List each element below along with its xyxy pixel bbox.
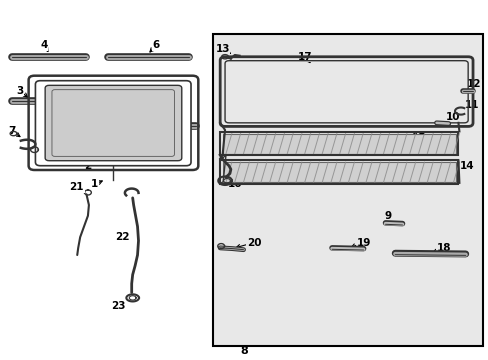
Text: 11: 11 [464, 100, 478, 110]
Text: 5: 5 [158, 112, 165, 122]
Text: 6: 6 [152, 40, 159, 50]
Text: 2: 2 [84, 161, 91, 171]
Text: 17: 17 [297, 52, 312, 62]
Text: 3: 3 [16, 86, 23, 96]
Bar [222, 162, 455, 182]
Text: 22: 22 [115, 232, 129, 242]
Bar [220, 160, 458, 184]
Bar [222, 134, 455, 154]
Text: 4: 4 [41, 40, 48, 50]
Text: 21: 21 [69, 182, 84, 192]
Bar [220, 132, 458, 155]
FancyBboxPatch shape [45, 85, 182, 161]
Text: 15: 15 [410, 133, 425, 143]
Text: 7: 7 [8, 126, 16, 136]
Text: 14: 14 [459, 161, 473, 171]
Text: 8: 8 [240, 346, 248, 356]
Text: 18: 18 [436, 243, 450, 253]
Bar [212, 33, 482, 346]
Text: 1: 1 [91, 179, 98, 189]
Text: 20: 20 [246, 238, 261, 248]
Text: 9: 9 [384, 211, 391, 221]
Text: 19: 19 [356, 238, 370, 248]
Text: 10: 10 [445, 112, 459, 122]
FancyBboxPatch shape [35, 81, 191, 166]
Text: 13: 13 [215, 44, 229, 54]
Text: 12: 12 [466, 79, 480, 89]
Text: 23: 23 [111, 301, 125, 311]
Text: 16: 16 [227, 179, 242, 189]
